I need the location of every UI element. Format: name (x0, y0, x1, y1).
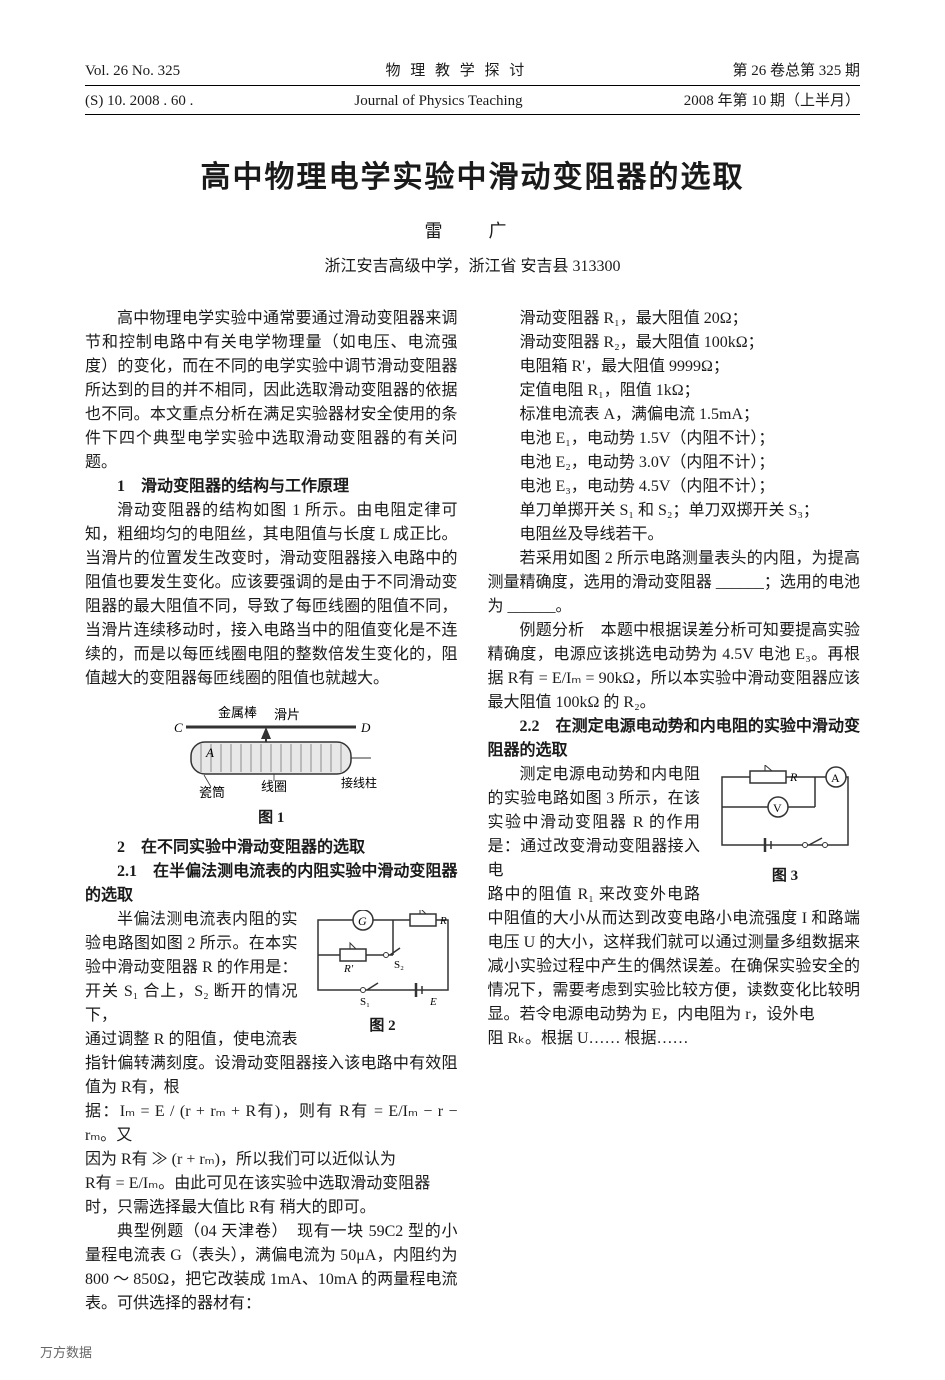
figure-1: 金属棒 滑片 C D A 接线柱 线圈 瓷筒 图 1 (85, 697, 458, 830)
figure-3: R A V 图 3 (710, 765, 860, 888)
tail-fragment: 阻 Rₖ。根据 U…… 根据…… (488, 1027, 861, 1051)
equip-item-6: 电池 E₂，电动势 3.0V（内阻不计）； (488, 451, 861, 475)
svg-text:接线柱: 接线柱 (341, 775, 377, 790)
article-author: 雷 广 (85, 218, 860, 245)
svg-text:S₂: S₂ (394, 959, 404, 971)
figure-2: G R R' S₂ S₁ E 图 2 (308, 910, 458, 1038)
figure-3-caption: 图 3 (710, 865, 860, 888)
figure-1-caption: 图 1 (85, 807, 458, 830)
article-affiliation: 浙江安吉高级中学，浙江省 安吉县 313300 (85, 255, 860, 279)
svg-text:C: C (174, 720, 183, 735)
article-body: 高中物理电学实验中通常要通过滑动变阻器来调节和控制电路中有关电学物理量（如电压、… (85, 307, 860, 1317)
equip-item-5: 电池 E₁，电动势 1.5V（内阻不计）； (488, 427, 861, 451)
svg-text:R: R (789, 770, 798, 784)
svg-text:A: A (831, 771, 840, 785)
svg-text:E: E (429, 996, 437, 1008)
figure-2-caption: 图 2 (308, 1015, 458, 1038)
example-analysis: 例题分析 本题中根据误差分析可知要提高实验精确度，电源应该挑选电动势为 4.5V… (488, 619, 861, 715)
equip-item-2: 电阻箱 R'，最大阻值 9999Ω； (488, 355, 861, 379)
section-2-2-para-b: 路中的阻值 R₁ 来改变外电路中阻值的大小从而达到改变电路小电流强度 I 和路端… (488, 883, 861, 1027)
formula-1: 据：Iₘ = E / (r + rₘ + R有)，则有 R有 = E/Iₘ − … (85, 1100, 458, 1148)
svg-text:线圈: 线圈 (261, 779, 287, 794)
svg-text:滑片: 滑片 (274, 707, 300, 722)
circuit-2-icon: G R R' S₂ S₁ E (308, 910, 458, 1015)
formula-3: R有 = E/Iₘ。由此可见在该实验中选取滑动变阻器 (85, 1172, 458, 1196)
section-2-heading: 2 在不同实验中滑动变阻器的选取 (85, 836, 458, 860)
example-question: 若采用如图 2 所示电路测量表头的内阻，为提高测量精确度，选用的滑动变阻器 __… (488, 547, 861, 619)
equip-item-1: 滑动变阻器 R₂，最大阻值 100kΩ； (488, 331, 861, 355)
example-head: 典型例题（04 天津卷） 现有一块 59C2 型的小量程电流表 G（表头），满偏… (85, 1220, 458, 1316)
equip-item-7: 电池 E₃，电动势 4.5V（内阻不计）； (488, 475, 861, 499)
svg-text:金属棒: 金属棒 (218, 705, 257, 720)
svg-text:A: A (205, 745, 214, 760)
svg-text:瓷筒: 瓷筒 (199, 785, 225, 800)
rheostat-diagram-icon: 金属棒 滑片 C D A 接线柱 线圈 瓷筒 (156, 697, 386, 807)
svg-text:R': R' (343, 963, 354, 975)
journal-name-en: Journal of Physics Teaching (354, 90, 522, 113)
equip-item-0: 滑动变阻器 R₁，最大阻值 20Ω； (488, 307, 861, 331)
equip-item-8: 单刀单掷开关 S₁ 和 S₂；单刀双掷开关 S₃； (488, 499, 861, 523)
intro-paragraph: 高中物理电学实验中通常要通过滑动变阻器来调节和控制电路中有关电学物理量（如电压、… (85, 307, 458, 475)
header-right-top: 第 26 卷总第 325 期 (732, 60, 860, 83)
section-2-1-heading: 2.1 在半偏法测电流表的内阻实验中滑动变阻器的选取 (85, 860, 458, 908)
svg-text:G: G (358, 914, 367, 928)
section-1-para: 滑动变阻器的结构如图 1 所示。由电阻定律可知，粗细均匀的电阻丝，其电阻值与长度… (85, 499, 458, 691)
article-title: 高中物理电学实验中滑动变阻器的选取 (85, 155, 860, 200)
formula-2: 因为 R有 ≫ (r + rₘ)，所以我们可以近似认为 (85, 1148, 458, 1172)
svg-text:V: V (773, 801, 782, 815)
header-vol: Vol. 26 No. 325 (85, 60, 180, 83)
svg-text:S₁: S₁ (360, 996, 370, 1008)
header-right-bottom: 2008 年第 10 期（上半月） (684, 90, 860, 113)
svg-text:D: D (360, 720, 371, 735)
journal-name-cn: 物 理 教 学 探 讨 (385, 60, 527, 83)
equip-item-4: 标准电流表 A，满偏电流 1.5mA； (488, 403, 861, 427)
section-2-1-para-b: 通过调整 R 的阻值，使电流表指针偏转满刻度。设滑动变阻器接入该电路中有效阻值为… (85, 1028, 458, 1100)
header-issue: (S) 10. 2008 . 60 . (85, 90, 193, 113)
equip-item-9: 电阻丝及导线若干。 (488, 523, 861, 547)
svg-text:R: R (439, 915, 447, 927)
section-1-heading: 1 滑动变阻器的结构与工作原理 (85, 475, 458, 499)
col2-continuation: 时，只需选择最大值比 R有 稍大的即可。 (85, 1196, 458, 1220)
footer-watermark: 万方数据 (40, 1343, 92, 1363)
equip-item-3: 定值电阻 R₁，阻值 1kΩ； (488, 379, 861, 403)
circuit-3-icon: R A V (710, 765, 860, 865)
section-2-2-heading: 2.2 在测定电源电动势和内电阻的实验中滑动变阻器的选取 (488, 715, 861, 763)
